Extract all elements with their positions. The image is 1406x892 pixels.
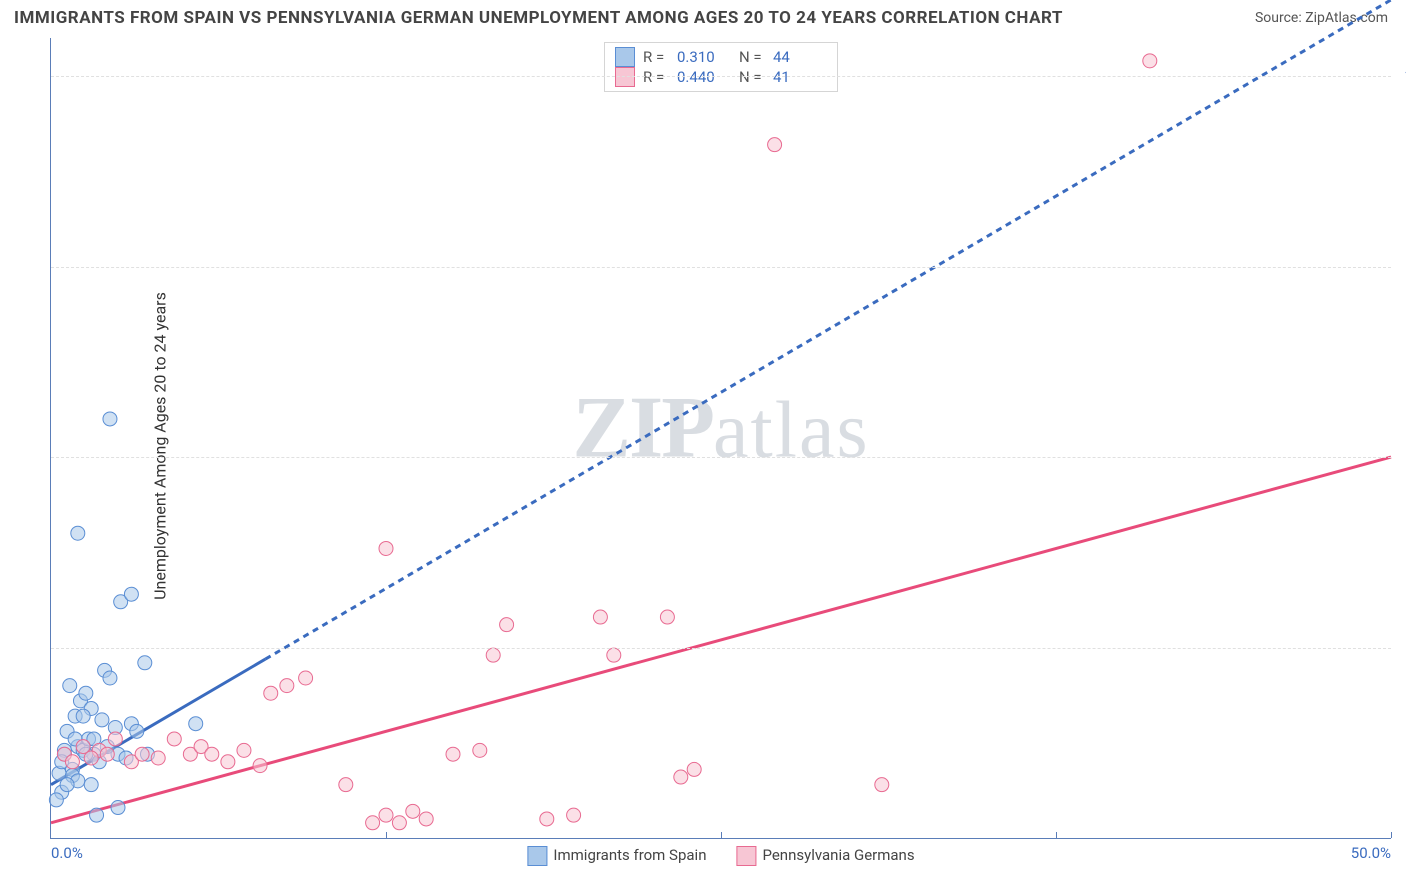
scatter-point xyxy=(406,804,420,818)
legend-n-label: N = xyxy=(739,48,765,66)
scatter-point xyxy=(607,648,621,662)
scatter-point xyxy=(593,610,607,624)
legend-item: Pennsylvania Germans xyxy=(736,846,914,866)
gridline-h xyxy=(51,457,1391,458)
scatter-point xyxy=(221,755,235,769)
scatter-point xyxy=(237,743,251,757)
scatter-point xyxy=(135,747,149,761)
plot-area: ZIPatlas R = 0.310 N = 44 R = 0.440 N = … xyxy=(50,38,1391,839)
legend-swatch-blue xyxy=(527,846,547,866)
scatter-point xyxy=(63,679,77,693)
tick-mark-x xyxy=(721,832,722,838)
scatter-point xyxy=(84,778,98,792)
scatter-point xyxy=(446,747,460,761)
scatter-point xyxy=(79,686,93,700)
scatter-point xyxy=(108,732,122,746)
scatter-point xyxy=(189,717,203,731)
legend-item: Immigrants from Spain xyxy=(527,846,706,866)
scatter-point xyxy=(103,671,117,685)
scatter-point xyxy=(280,679,294,693)
source-prefix: Source: xyxy=(1255,10,1305,26)
scatter-point xyxy=(299,671,313,685)
scatter-point xyxy=(205,747,219,761)
scatter-point xyxy=(71,526,85,540)
scatter-point xyxy=(65,755,79,769)
legend-swatch-blue xyxy=(615,47,635,67)
scatter-point xyxy=(103,412,117,426)
scatter-point xyxy=(253,759,267,773)
legend-series-label: Immigrants from Spain xyxy=(553,846,706,864)
scatter-point xyxy=(674,770,688,784)
scatter-point xyxy=(486,648,500,662)
scatter-point xyxy=(392,816,406,830)
legend-r-label: R = xyxy=(643,48,669,66)
scatter-point xyxy=(687,762,701,776)
chart-title: IMMIGRANTS FROM SPAIN VS PENNSYLVANIA GE… xyxy=(14,8,1063,28)
scatter-point xyxy=(167,732,181,746)
scatter-point xyxy=(366,816,380,830)
scatter-point xyxy=(90,808,104,822)
x-tick-label: 0.0% xyxy=(51,844,83,862)
gridline-h xyxy=(51,267,1391,268)
scatter-point xyxy=(49,793,63,807)
tick-mark-x xyxy=(386,832,387,838)
legend-row: R = 0.310 N = 44 xyxy=(615,47,827,67)
scatter-point xyxy=(264,686,278,700)
source-value: ZipAtlas.com xyxy=(1305,10,1388,26)
gridline-h xyxy=(51,648,1391,649)
correlation-legend: R = 0.310 N = 44 R = 0.440 N = 41 xyxy=(604,42,838,92)
scatter-point xyxy=(138,656,152,670)
series-legend: Immigrants from Spain Pennsylvania Germa… xyxy=(527,846,914,866)
scatter-point xyxy=(100,747,114,761)
scatter-point xyxy=(1143,54,1157,68)
tick-mark-x xyxy=(1391,832,1392,838)
scatter-point xyxy=(500,618,514,632)
legend-series-label: Pennsylvania Germans xyxy=(762,846,914,864)
scatter-point xyxy=(60,778,74,792)
scatter-point xyxy=(379,808,393,822)
scatter-point xyxy=(540,812,554,826)
scatter-point xyxy=(419,812,433,826)
legend-n-value: 44 xyxy=(773,48,827,66)
scatter-point xyxy=(768,138,782,152)
scatter-point xyxy=(84,751,98,765)
scatter-point xyxy=(339,778,353,792)
scatter-point xyxy=(875,778,889,792)
gridline-h xyxy=(51,76,1391,77)
scatter-points-layer xyxy=(51,38,1391,838)
scatter-point xyxy=(95,713,109,727)
chart-container: IMMIGRANTS FROM SPAIN VS PENNSYLVANIA GE… xyxy=(0,0,1406,892)
legend-r-value: 0.310 xyxy=(677,48,731,66)
scatter-point xyxy=(76,709,90,723)
legend-swatch-pink xyxy=(736,846,756,866)
scatter-point xyxy=(151,751,165,765)
scatter-point xyxy=(111,801,125,815)
scatter-point xyxy=(124,587,138,601)
scatter-point xyxy=(567,808,581,822)
scatter-point xyxy=(473,743,487,757)
tick-mark-x xyxy=(1056,832,1057,838)
scatter-point xyxy=(379,541,393,555)
scatter-point xyxy=(660,610,674,624)
x-tick-label: 50.0% xyxy=(1351,844,1391,862)
scatter-point xyxy=(130,724,144,738)
